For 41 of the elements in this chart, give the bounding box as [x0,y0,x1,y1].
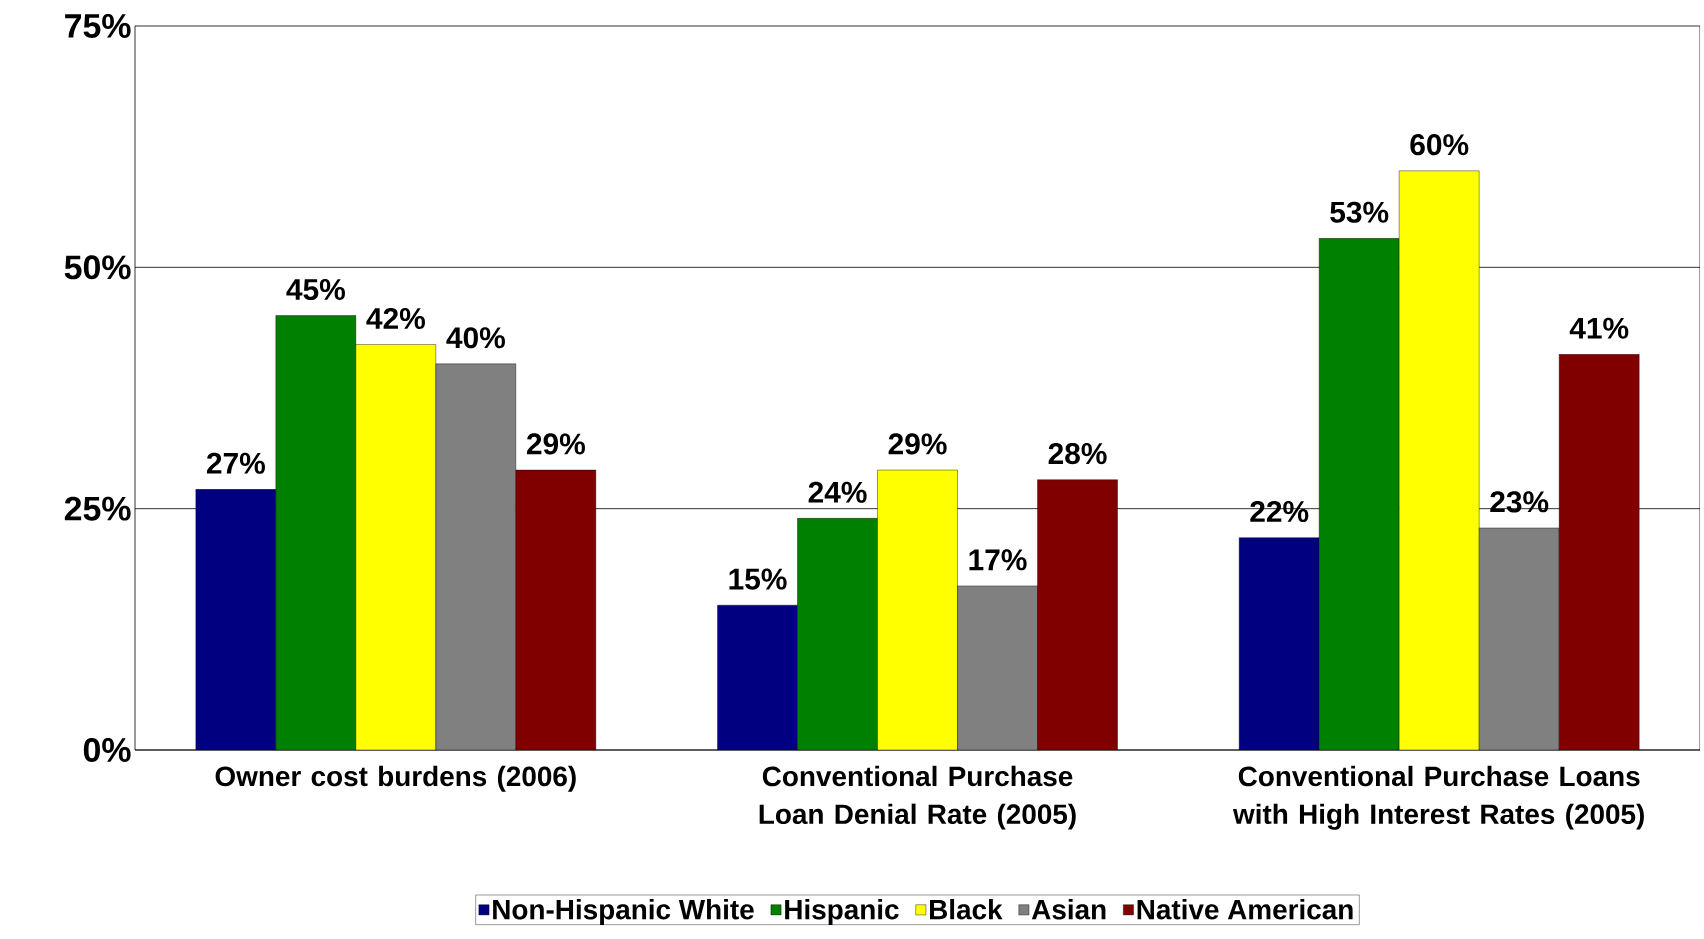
data-label: 23% [1490,491,1549,513]
y-tick-label: 25% [64,496,131,521]
data-label: 60% [1410,134,1469,156]
bar [195,489,277,750]
y-tick-label: 50% [64,255,131,280]
bar [1238,537,1320,750]
data-label: 41% [1569,317,1629,339]
bar [435,363,517,750]
bar [355,344,437,750]
bar [1037,479,1118,750]
data-label: 15% [729,568,787,590]
legend-label: Asian [1031,898,1106,920]
x-tick-label: Conventional Purchase Loan Denial Rate (2005) [759,765,1076,830]
data-label: 28% [1048,443,1107,465]
bar [957,585,1038,750]
y-tick-label: 0% [83,738,131,762]
bar [717,605,798,750]
data-label: 27% [206,452,265,474]
legend-label: Hispanic [785,898,899,925]
legend-label: Non-Hispanic White [493,898,754,925]
x-tick-label: Conventional Purchase Loans with High Interest Rates (2005) [1232,765,1644,830]
data-label: 53% [1330,201,1389,223]
bar [1398,170,1480,750]
bar [1478,527,1560,750]
data-label: 17% [969,549,1027,571]
bar [515,469,597,750]
data-label: 42% [366,307,425,330]
bar [877,470,958,750]
data-label: 40% [446,327,505,349]
legend-label: Black [930,898,1003,920]
x-tick-label: Owner cost burdens (2006) [215,765,576,792]
bar [1318,238,1400,750]
bar [797,518,878,750]
bar [275,315,357,750]
y-tick-label: 75% [65,14,131,38]
legend-label: Native American [1137,898,1353,920]
data-label: 24% [808,481,867,503]
data-label: 45% [286,278,345,301]
data-label: 29% [888,433,947,455]
bar [1558,354,1640,750]
data-label: 29% [526,433,585,455]
